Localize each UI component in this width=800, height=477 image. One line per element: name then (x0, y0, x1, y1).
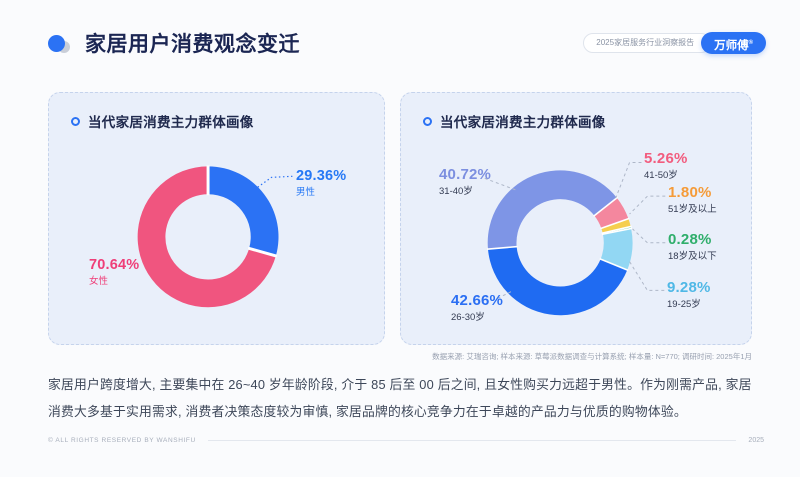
card-header: 当代家居消费主力群体画像 (423, 111, 606, 131)
title-bullet-icon (48, 34, 74, 53)
label-31-40: 40.72% 31-40岁 (439, 166, 492, 197)
donut-slice-女性 (137, 166, 276, 308)
summary-paragraph: 家居用户跨度增大, 主要集中在 26~40 岁年龄阶段, 介于 85 后至 00… (48, 377, 752, 419)
ring-icon (423, 116, 432, 126)
slice-separator (600, 217, 630, 230)
leader-26-30 (497, 289, 514, 299)
leader-male (257, 175, 293, 188)
brand-name: 万师傅 (714, 39, 749, 52)
footer-divider (207, 440, 737, 441)
donut-slice-26-30岁 (487, 246, 628, 316)
age-donut-chart (484, 161, 666, 316)
label-19-25: 9.28% 19-25岁 (667, 279, 711, 310)
card-title: 当代家居消费主力群体画像 (88, 115, 254, 130)
leader-41-50 (615, 161, 642, 199)
page-title: 家居用户消费观念变迁 (85, 33, 300, 56)
ring-icon (71, 116, 80, 126)
donut-slice-41-50岁 (594, 197, 629, 229)
gender-donut-chart (137, 165, 293, 308)
label-under18: 0.28% 18岁及以下 (668, 231, 717, 262)
leader-51plus (629, 195, 666, 215)
slice-separator (486, 245, 518, 250)
donut-slice-19-25岁 (600, 228, 633, 270)
donut-slice-男性 (208, 166, 279, 256)
label-female: 70.64% 女性 (89, 257, 140, 287)
header-badges: 2025家居服务行业洞察报告 万师傅® (583, 32, 766, 54)
card-title: 当代家居消费主力群体画像 (440, 115, 606, 130)
label-male: 29.36% 男性 (296, 168, 347, 198)
donut-slice-51岁及以上 (601, 218, 631, 233)
slice-separator (247, 246, 278, 258)
charts-row: 当代家居消费主力群体画像 29.36% 男性 70.64% 女性 当代家居消费主… (48, 92, 752, 345)
footer-year: 2025 (748, 437, 764, 444)
gender-chart-card: 当代家居消费主力群体画像 29.36% 男性 70.64% 女性 (48, 92, 385, 345)
slice-separator (599, 258, 629, 272)
card-header: 当代家居消费主力群体画像 (71, 111, 254, 131)
header: 家居用户消费观念变迁 2025家居服务行业洞察报告 万师傅® (48, 28, 766, 58)
label-41-50: 5.26% 41-50岁 (644, 150, 688, 181)
leader-19-25 (629, 261, 665, 291)
slice-separator (593, 196, 619, 217)
leader-under18 (632, 228, 666, 244)
donut-slice-31-40岁 (487, 170, 617, 250)
footer: © ALL RIGHTS RESERVED BY WANSHIFU 2025 (48, 437, 764, 444)
brand-trademark: ® (748, 40, 753, 46)
age-chart-card: 当代家居消费主力群体画像 40.72% 31-40岁 5.26% 41-50岁 … (400, 92, 752, 345)
leader-female (147, 271, 159, 286)
report-badge: 2025家居服务行业洞察报告 (583, 33, 712, 53)
label-51plus: 1.80% 51岁及以上 (668, 184, 717, 215)
slice-separator (601, 225, 632, 234)
label-26-30: 42.66% 26-30岁 (451, 292, 504, 323)
title-block: 家居用户消费观念变迁 (48, 28, 300, 58)
copyright-text: © ALL RIGHTS RESERVED BY WANSHIFU (48, 437, 196, 444)
source-note: 数据来源: 艾瑞咨询; 样本来源: 草莓派数据调查与计算系统; 样本量: N=7… (432, 352, 752, 361)
brand-badge: 万师傅® (701, 32, 766, 54)
slice-separator (601, 227, 633, 236)
